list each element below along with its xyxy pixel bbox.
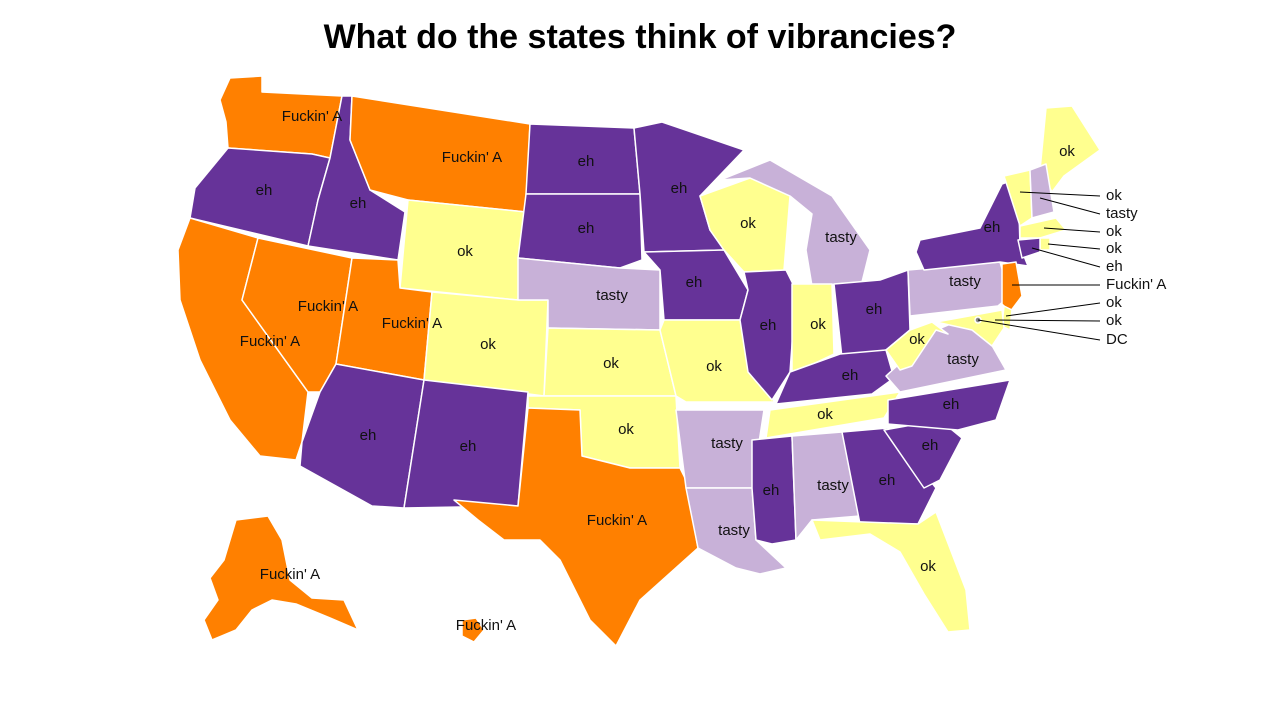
state-label-sc: eh [922,437,939,454]
state-label-id: eh [350,195,367,212]
map-title: What do the states think of vibrancies? [323,18,957,56]
state-fl[interactable] [811,511,971,633]
callout-line-md [994,319,1101,322]
state-sd[interactable] [517,193,643,269]
callout-label-vt: ok [1106,187,1122,204]
state-label-hi: Fuckin' A [456,617,516,634]
state-label-tn: ok [817,406,833,423]
state-nh[interactable] [1029,163,1055,219]
callout-label-ma: ok [1106,223,1122,240]
state-label-wv: ok [909,331,925,348]
callout-label-dc: DC [1106,331,1128,348]
state-hi[interactable] [461,617,485,643]
state-label-az: eh [360,427,377,444]
callout-line-ct [1031,247,1101,268]
state-il[interactable] [739,269,797,401]
state-label-ca: Fuckin' A [240,333,300,350]
state-label-la: tasty [718,522,750,539]
state-label-mo: ok [706,358,722,375]
state-ct[interactable] [1017,237,1041,259]
state-label-ok: ok [618,421,634,438]
state-label-ar: tasty [711,435,743,452]
state-wv[interactable] [885,321,949,371]
callout-line-vt [1019,191,1101,197]
state-label-ms: eh [763,482,780,499]
state-label-nv: Fuckin' A [298,298,358,315]
state-label-wy: ok [457,243,473,260]
state-label-sd: eh [578,220,595,237]
state-label-wa: Fuckin' A [282,108,342,125]
callout-line-de [1005,302,1101,317]
state-label-fl: ok [920,558,936,575]
callout-line-dc [977,319,1101,341]
state-label-ia: eh [686,274,703,291]
state-tn[interactable] [765,391,901,439]
state-label-pa: tasty [949,273,981,290]
state-label-mn: eh [671,180,688,197]
state-nc[interactable] [887,379,1011,431]
state-in[interactable] [791,283,835,375]
state-al[interactable] [791,431,861,541]
state-label-or: eh [256,182,273,199]
callout-label-ct: eh [1106,258,1123,275]
state-nj[interactable] [1001,261,1023,313]
state-label-in: ok [810,316,826,333]
state-label-me: ok [1059,143,1075,160]
state-ak[interactable] [203,515,359,641]
state-label-tx: Fuckin' A [587,512,647,529]
state-label-ky: eh [842,367,859,384]
state-label-oh: eh [866,301,883,318]
state-label-ut: Fuckin' A [382,315,442,332]
state-label-mt: Fuckin' A [442,149,502,166]
callout-line-ma [1043,227,1101,233]
state-label-ne: tasty [596,287,628,304]
callout-label-nj: Fuckin' A [1106,276,1166,293]
state-label-ak: Fuckin' A [260,566,320,583]
state-label-va: tasty [947,351,979,368]
state-label-wi: ok [740,215,756,232]
callout-line-nh [1039,197,1101,215]
state-label-ga: eh [879,472,896,489]
state-ma[interactable] [1019,217,1067,239]
state-ga[interactable] [841,427,937,525]
state-label-ks: ok [603,355,619,372]
state-tx[interactable] [453,407,699,647]
state-co[interactable] [423,291,549,397]
state-label-al: tasty [817,477,849,494]
state-label-mi: tasty [825,229,857,246]
callout-label-ri: ok [1106,240,1122,257]
callout-label-nh: tasty [1106,205,1138,222]
state-md[interactable] [935,309,1005,347]
state-label-ny: eh [984,219,1001,236]
callout-label-md: ok [1106,312,1122,329]
state-label-nc: eh [943,396,960,413]
state-label-il: eh [760,317,777,334]
callout-line-ri [1047,243,1101,250]
state-label-co: ok [480,336,496,353]
callout-label-de: ok [1106,294,1122,311]
state-label-nd: eh [578,153,595,170]
state-label-nm: eh [460,438,477,455]
